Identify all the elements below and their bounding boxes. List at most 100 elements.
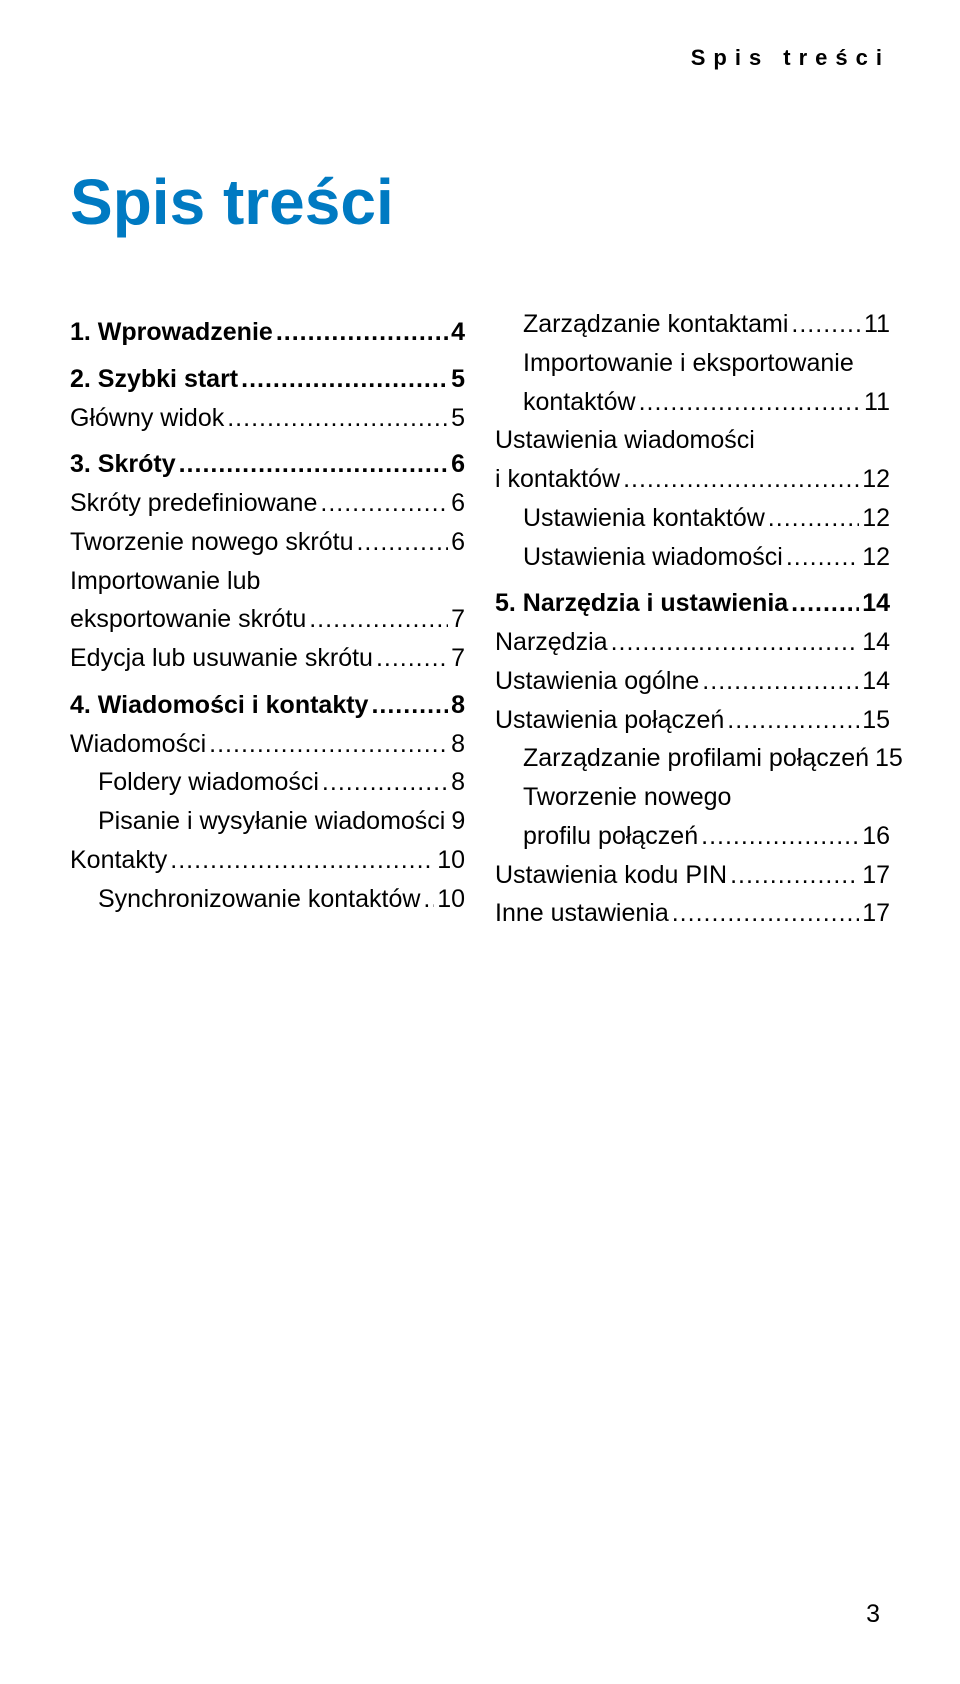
toc-entry-label: 4. Wiadomości i kontakty (70, 686, 368, 725)
toc-entry-page: 16 (862, 817, 890, 856)
toc-entry-label: 5. Narzędzia i ustawienia (495, 584, 788, 623)
toc-entry-page: 12 (862, 460, 890, 499)
toc-leader-dots (786, 538, 859, 577)
toc-entry: Zarządzanie profilami połączeń15 (495, 739, 890, 778)
toc-entry: 1. Wprowadzenie 4 (70, 313, 465, 352)
toc-entry: 2. Szybki start 5 (70, 360, 465, 399)
toc-leader-dots (376, 639, 448, 678)
toc-entry: Ustawienia ogólne 14 (495, 662, 890, 701)
toc-entry-label: Ustawienia wiadomości (495, 421, 755, 460)
toc-entry-page: 12 (862, 538, 890, 577)
toc-columns: 1. Wprowadzenie42. Szybki start5Główny w… (70, 305, 890, 933)
toc-entry-label: Edycja lub usuwanie skrótu (70, 639, 373, 678)
toc-column-left: 1. Wprowadzenie42. Szybki start5Główny w… (70, 305, 465, 933)
toc-leader-dots (320, 484, 448, 523)
toc-entry-page: 9 (451, 802, 465, 841)
toc-entry: Pisanie i wysyłanie wiadomości9 (70, 802, 465, 841)
toc-entry-label: kontaktów (495, 383, 636, 422)
toc-entry: Tworzenie nowego (495, 778, 890, 817)
toc-entry-label: Pisanie i wysyłanie wiadomości (70, 802, 445, 841)
toc-entry-label: Inne ustawienia (495, 894, 669, 933)
toc-leader-dots (309, 600, 448, 639)
toc-entry: Ustawienia kontaktów 12 (495, 499, 890, 538)
toc-leader-dots (727, 701, 859, 740)
toc-entry-page: 6 (451, 523, 465, 562)
toc-entry: Inne ustawienia17 (495, 894, 890, 933)
toc-entry-page: 14 (862, 623, 890, 662)
toc-entry: profilu połączeń 16 (495, 817, 890, 856)
toc-entry: 4. Wiadomości i kontakty8 (70, 686, 465, 725)
toc-entry-page: 11 (864, 383, 890, 422)
toc-leader-dots (356, 523, 448, 562)
toc-leader-dots (227, 399, 448, 438)
toc-entry-label: Tworzenie nowego skrótu (70, 523, 353, 562)
toc-entry: Importowanie i eksportowanie (495, 344, 890, 383)
toc-leader-dots (423, 880, 434, 919)
toc-entry-label: Ustawienia kontaktów (495, 499, 765, 538)
toc-entry-label: Skróty predefiniowane (70, 484, 317, 523)
toc-entry-label: Ustawienia połączeń (495, 701, 724, 740)
toc-entry: Narzędzia 14 (495, 623, 890, 662)
toc-entry-page: 6 (451, 445, 465, 484)
toc-entry-page: 5 (451, 399, 465, 438)
toc-entry-label: i kontaktów (495, 460, 620, 499)
toc-entry-page: 15 (862, 701, 890, 740)
toc-entry: Importowanie lub (70, 562, 465, 601)
toc-entry: Ustawienia wiadomości (495, 421, 890, 460)
toc-leader-dots (179, 445, 448, 484)
toc-entry-page: 6 (451, 484, 465, 523)
toc-entry-page: 14 (862, 584, 890, 623)
toc-entry: Ustawienia połączeń 15 (495, 701, 890, 740)
toc-entry-label: Wiadomości (70, 725, 206, 764)
toc-entry-label: Ustawienia wiadomości (495, 538, 783, 577)
toc-leader-dots (170, 841, 434, 880)
toc-entry-page: 11 (864, 305, 890, 344)
toc-entry-label: Zarządzanie kontaktami (495, 305, 788, 344)
toc-entry: Ustawienia kodu PIN17 (495, 856, 890, 895)
toc-entry-label: Tworzenie nowego (495, 778, 731, 817)
toc-entry-label: 1. Wprowadzenie (70, 313, 273, 352)
toc-entry-label: Foldery wiadomości (70, 763, 319, 802)
toc-entry-page: 8 (451, 725, 465, 764)
toc-leader-dots (768, 499, 859, 538)
toc-entry-label: Ustawienia kodu PIN (495, 856, 727, 895)
running-header: Spis treści (691, 45, 890, 71)
toc-entry: Wiadomości 8 (70, 725, 465, 764)
toc-entry: Foldery wiadomości 8 (70, 763, 465, 802)
toc-entry: Edycja lub usuwanie skrótu 7 (70, 639, 465, 678)
toc-entry: Skróty predefiniowane 6 (70, 484, 465, 523)
toc-entry-label: Zarządzanie profilami połączeń (495, 739, 869, 778)
toc-entry-label: Synchronizowanie kontaktów (70, 880, 420, 919)
toc-leader-dots (639, 383, 861, 422)
toc-entry: Tworzenie nowego skrótu 6 (70, 523, 465, 562)
toc-entry-label: Narzędzia (495, 623, 608, 662)
toc-entry-page: 10 (437, 880, 465, 919)
toc-leader-dots (322, 763, 448, 802)
toc-entry-label: Importowanie i eksportowanie (495, 344, 854, 383)
toc-entry-page: 5 (451, 360, 465, 399)
toc-entry-page: 7 (451, 600, 465, 639)
toc-leader-dots (241, 360, 448, 399)
toc-leader-dots (623, 460, 859, 499)
toc-leader-dots (672, 894, 859, 933)
toc-entry: i kontaktów 12 (495, 460, 890, 499)
toc-entry-page: 12 (862, 499, 890, 538)
toc-entry-label: Importowanie lub (70, 562, 260, 601)
toc-entry: 5. Narzędzia i ustawienia 14 (495, 584, 890, 623)
toc-entry: kontaktów 11 (495, 383, 890, 422)
toc-entry: Ustawienia wiadomości 12 (495, 538, 890, 577)
page-number: 3 (866, 1600, 880, 1629)
toc-entry: Kontakty10 (70, 841, 465, 880)
toc-entry-label: profilu połączeń (495, 817, 698, 856)
toc-entry-page: 10 (437, 841, 465, 880)
toc-entry: Zarządzanie kontaktami 11 (495, 305, 890, 344)
toc-entry-label: eksportowanie skrótu (70, 600, 306, 639)
toc-entry-label: 2. Szybki start (70, 360, 238, 399)
toc-entry-page: 14 (862, 662, 890, 701)
toc-entry-page: 8 (451, 763, 465, 802)
toc-entry-label: Ustawienia ogólne (495, 662, 699, 701)
toc-entry-page: 7 (451, 639, 465, 678)
toc-entry: eksportowanie skrótu 7 (70, 600, 465, 639)
toc-entry-page: 4 (451, 313, 465, 352)
toc-entry-page: 15 (875, 739, 903, 778)
